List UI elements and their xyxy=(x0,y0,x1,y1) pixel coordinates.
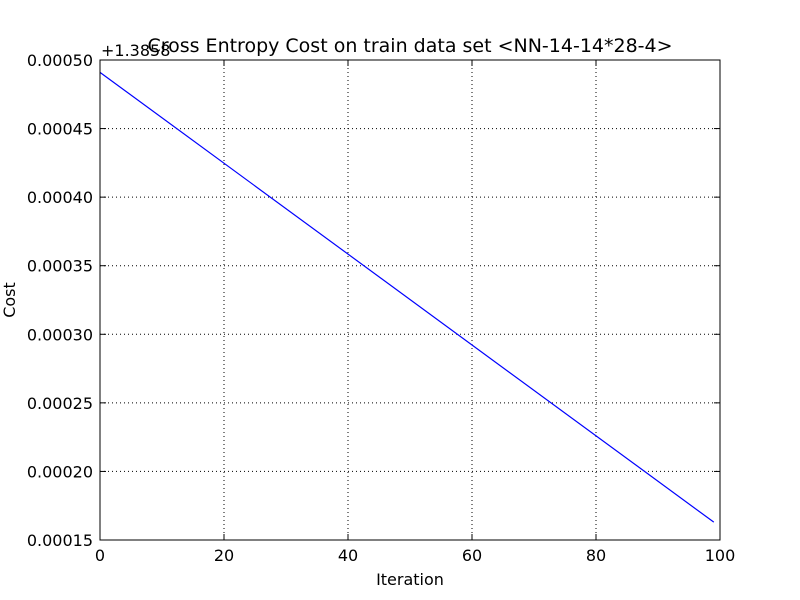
x-tick-label: 40 xyxy=(338,546,358,565)
y-tick-label: 0.00025 xyxy=(27,394,93,413)
grid xyxy=(100,60,720,540)
x-axis-label: Iteration xyxy=(376,570,444,589)
tick-layer: 0 20 40 60 80 100 0.00015 0.00020 0.00025 0.00030… xyxy=(27,51,735,565)
y-tick-label: 0.00035 xyxy=(27,257,93,276)
x-tick-label: 100 xyxy=(705,546,736,565)
y-tick-label: 0.00045 xyxy=(27,120,93,139)
x-tick-label: 60 xyxy=(462,546,482,565)
plot-frame xyxy=(99,59,721,541)
x-tick-label: 20 xyxy=(214,546,234,565)
series-layer xyxy=(99,71,715,523)
y-tick-label: 0.00030 xyxy=(27,325,93,344)
y-tick-label: 0.00020 xyxy=(27,462,93,481)
x-tick-label: 80 xyxy=(586,546,606,565)
y-tick-label: 0.00050 xyxy=(27,51,93,70)
y-axis-label: Cost xyxy=(0,282,19,318)
y-tick-label: 0.00015 xyxy=(27,531,93,550)
x-tick-label: 0 xyxy=(95,546,105,565)
chart-title: Cross Entropy Cost on train data set <NN… xyxy=(147,35,672,57)
y-offset-label: +1.3858 xyxy=(101,41,170,60)
y-tick-label: 0.00040 xyxy=(27,188,93,207)
series-line xyxy=(99,71,715,523)
